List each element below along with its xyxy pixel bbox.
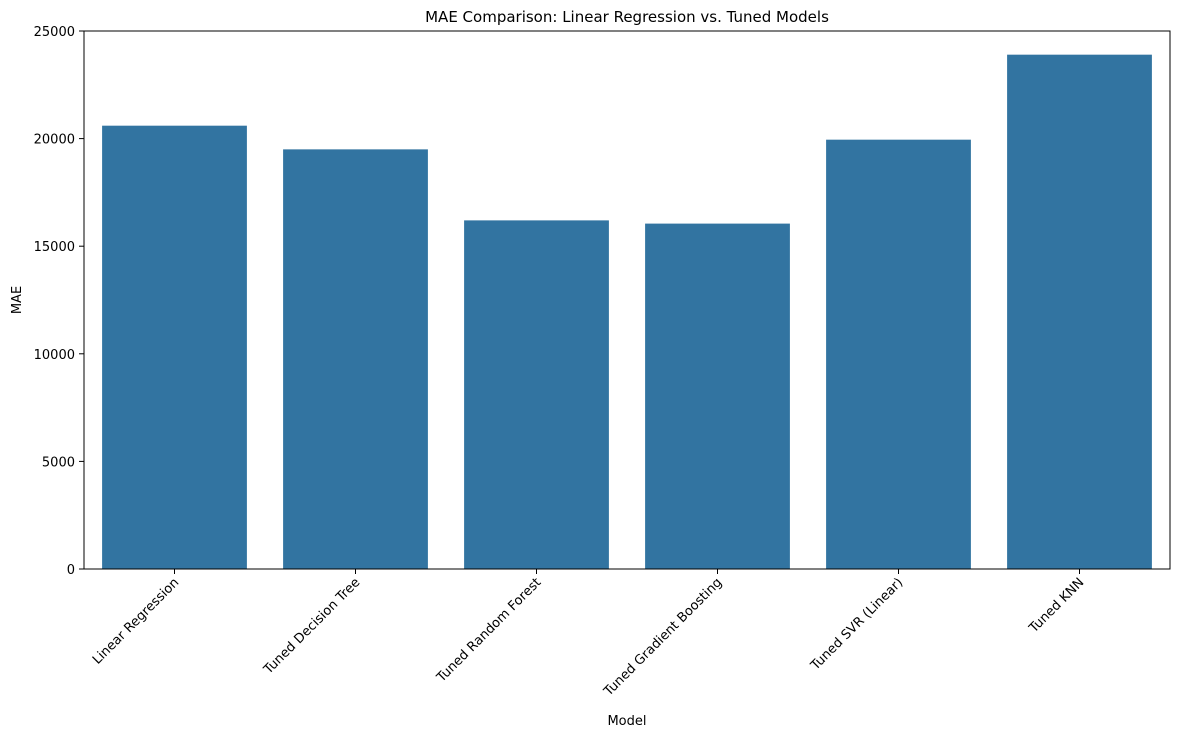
- y-tick-label: 20000: [34, 133, 75, 148]
- plot-frame: [83, 30, 1171, 570]
- y-tick-label: 5000: [42, 455, 75, 470]
- y-axis: 0 5000 10000 15000 20000 25000: [34, 25, 84, 578]
- bar-3: [464, 220, 609, 569]
- x-axis-label: Model: [607, 714, 646, 729]
- y-tick-label: 25000: [34, 25, 75, 40]
- bar-1: [102, 125, 247, 570]
- bar-5: [826, 139, 971, 569]
- bar-4: [645, 223, 790, 569]
- y-tick-label: 10000: [34, 348, 75, 363]
- y-axis-label: MAE: [10, 286, 25, 314]
- y-tick-label: 0: [67, 563, 75, 578]
- chart-title: MAE Comparison: Linear Regression vs. Tu…: [425, 8, 829, 26]
- bar-2: [283, 149, 428, 570]
- bars-group: [102, 54, 1152, 570]
- y-tick-label: 15000: [34, 240, 75, 255]
- bar-6: [1007, 54, 1152, 570]
